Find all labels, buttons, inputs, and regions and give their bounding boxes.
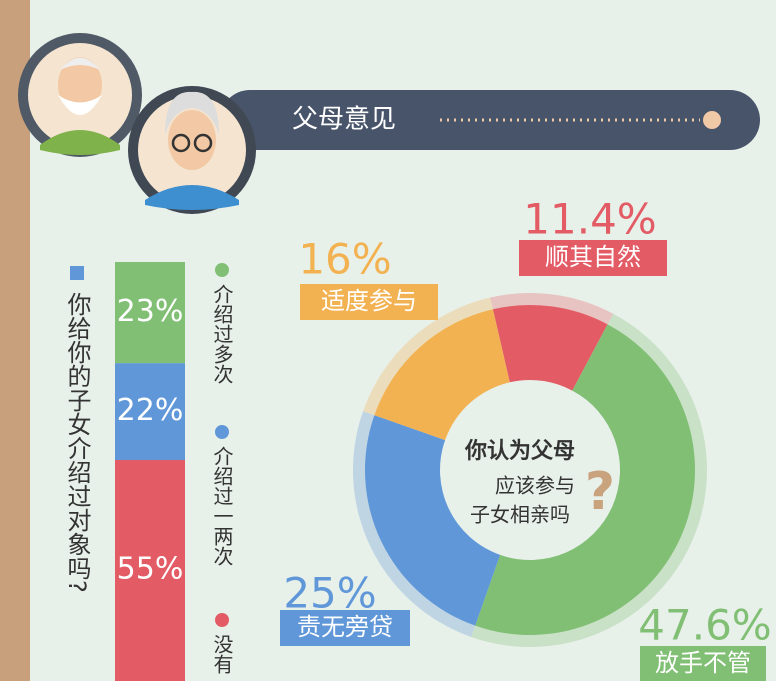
- legend-label: 没有: [210, 634, 234, 674]
- donut-value-label: 47.6%: [638, 601, 771, 650]
- bar-segment: [115, 460, 185, 681]
- donut-title-line: 应该参与: [495, 474, 575, 498]
- legend-label: 介绍过多次: [210, 284, 234, 384]
- avatar-mother: [128, 86, 256, 214]
- legend-label: 介绍过一两次: [210, 446, 234, 566]
- donut-slice: [475, 324, 695, 635]
- donut-slice: [374, 309, 510, 441]
- title-marker: [70, 266, 84, 280]
- header-title: 父母意见: [292, 105, 396, 135]
- bar-chart-title: 你给你的子女介绍过对象吗?: [63, 292, 91, 593]
- donut-halo: [353, 411, 476, 637]
- donut-title-line: 子女相亲吗: [470, 503, 570, 527]
- category-label: 适度参与: [321, 287, 417, 315]
- category-label: 顺其自然: [545, 243, 641, 271]
- donut-value-label: 25%: [283, 569, 376, 618]
- bar-segment: [115, 262, 185, 364]
- category-box: [300, 284, 438, 320]
- bar-value-label: 22%: [117, 393, 184, 428]
- bar-segment: [115, 363, 185, 460]
- donut-value-label: 11.4%: [523, 195, 656, 244]
- avatar-father: [18, 33, 142, 157]
- donut-halo: [363, 297, 494, 416]
- legend-dot: [215, 425, 229, 439]
- header-dot: [703, 111, 721, 129]
- donut-title-line: 你认为父母: [464, 439, 575, 464]
- category-box: [280, 610, 410, 646]
- legend-dot: [215, 613, 229, 627]
- donut-halo: [490, 293, 614, 327]
- donut-slice: [492, 305, 608, 391]
- donut-value-label: 16%: [298, 235, 391, 284]
- bar-value-label: 23%: [117, 294, 184, 329]
- category-box: [519, 240, 667, 276]
- category-label: 放手不管: [655, 649, 751, 677]
- legend-dot: [215, 263, 229, 277]
- category-box: [640, 646, 766, 681]
- donut-slice: [364, 415, 501, 626]
- category-label: 责无旁贷: [297, 613, 393, 641]
- bar-value-label: 55%: [117, 552, 184, 587]
